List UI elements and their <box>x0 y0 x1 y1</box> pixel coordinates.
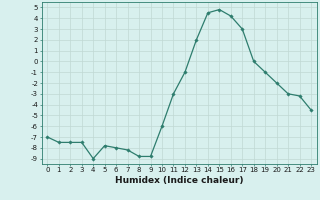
X-axis label: Humidex (Indice chaleur): Humidex (Indice chaleur) <box>115 176 244 185</box>
